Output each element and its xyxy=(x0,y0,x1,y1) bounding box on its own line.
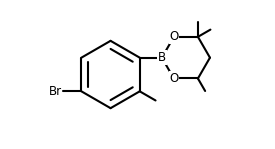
Text: O: O xyxy=(169,72,178,85)
Text: B: B xyxy=(158,51,166,64)
Text: B: B xyxy=(158,51,166,64)
Text: O: O xyxy=(169,30,178,43)
Text: Br: Br xyxy=(49,85,62,98)
